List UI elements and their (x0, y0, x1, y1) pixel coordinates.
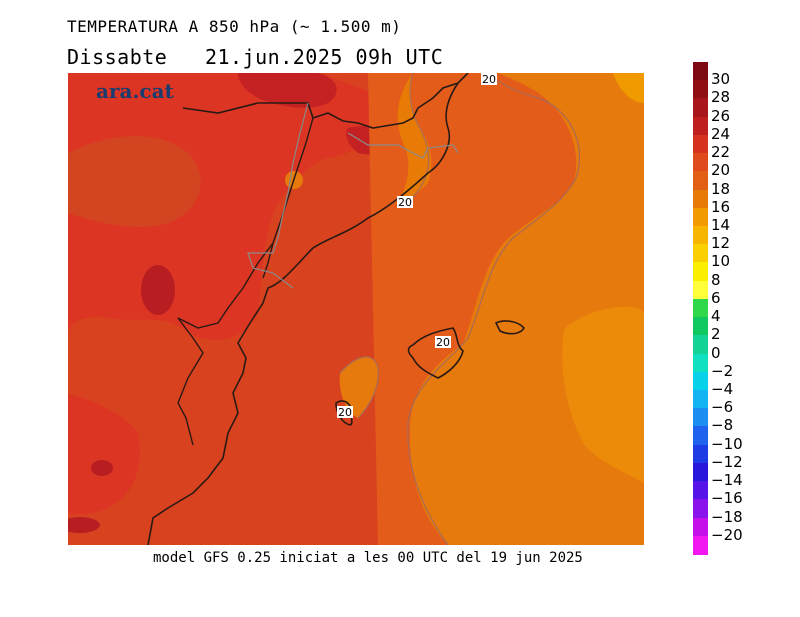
province-borders-north (347, 132, 459, 159)
legend-label: 0 (711, 343, 721, 362)
legend-label: −4 (711, 380, 734, 398)
coastline-east-spain (147, 82, 459, 545)
legend-swatch (693, 280, 708, 300)
legend-swatch (693, 80, 708, 100)
legend-swatch (693, 116, 708, 136)
island-mallorca (407, 327, 464, 379)
legend-label: 14 (711, 216, 731, 234)
legend-label: 24 (711, 124, 731, 143)
contour-label-3: 20 (435, 336, 451, 349)
legend-swatch (693, 207, 708, 227)
legend-label: 16 (711, 197, 731, 216)
temperature-spot-24-26-corner (68, 517, 100, 533)
legend-label: 2 (711, 325, 721, 344)
color-scale-bar (693, 62, 708, 555)
legend-label: 26 (711, 106, 731, 125)
svg-text:20: 20 (398, 196, 412, 209)
legend-label: 28 (711, 88, 731, 107)
legend-label: 12 (711, 234, 731, 253)
legend-label: 22 (711, 143, 731, 162)
legend-swatch (693, 499, 708, 519)
legend-label: 20 (711, 161, 731, 180)
contour-label-4: 20 (337, 406, 353, 419)
temperature-map: 20 20 20 20 ara.cat (68, 73, 644, 545)
temperature-zone-14-16-corner (613, 73, 644, 103)
legend-swatch (693, 481, 708, 501)
legend-label: −12 (711, 452, 743, 471)
legend-label: −2 (711, 361, 734, 380)
legend-label: −16 (711, 489, 743, 508)
svg-text:20: 20 (436, 336, 450, 349)
temperature-zone-24-26-north (238, 73, 337, 108)
legend-label: −14 (711, 471, 743, 490)
legend-swatch (693, 134, 708, 154)
legend-swatch (693, 535, 708, 555)
legend-swatch (693, 462, 708, 482)
legend-label: 10 (711, 252, 731, 271)
legend-swatch (693, 189, 708, 209)
legend-label: 8 (711, 270, 721, 289)
border-france-spain (182, 73, 469, 129)
contour-label-2: 20 (397, 196, 413, 209)
legend-swatch (693, 171, 708, 191)
legend-label: −18 (711, 507, 743, 526)
legend-label: −8 (711, 416, 734, 435)
temperature-map-canvas: 20 20 20 20 ara.cat (68, 73, 644, 545)
legend-label: 30 (711, 70, 731, 89)
legend-swatch (693, 262, 708, 282)
isotherm-20-line (407, 73, 581, 545)
ara-cat-logo: ara.cat (96, 79, 175, 103)
legend-label: −6 (711, 398, 734, 417)
legend-swatch (693, 298, 708, 318)
model-run-info: model GFS 0.25 iniciat a les 00 UTC del … (153, 550, 583, 566)
legend-swatch (693, 426, 708, 446)
legend-swatch (693, 244, 708, 264)
legend-swatch (693, 335, 708, 355)
temperature-zone-18-20-coast (368, 73, 577, 545)
temperature-spot-24-26 (141, 265, 175, 315)
legend-label: 4 (711, 307, 721, 326)
island-menorca (494, 320, 525, 335)
isotherm-20-island-line (339, 356, 379, 419)
legend-swatch (693, 226, 708, 245)
legend-swatch (693, 317, 708, 337)
legend-swatch (693, 444, 708, 464)
province-borders (247, 102, 309, 289)
map-title: TEMPERATURA A 850 hPa (~ 1.500 m) (67, 17, 402, 36)
color-scale-legend: 30 28 26 24 22 20 18 16 14 12 10 8 6 4 2 0 −2 −4 −6 −8 −10 −1… (693, 62, 793, 557)
temperature-zone-16-18-gulf (397, 73, 432, 205)
border-aragon-valencia (177, 242, 274, 446)
legend-swatch (693, 98, 708, 118)
legend-swatch (693, 153, 708, 173)
legend-swatch (693, 371, 708, 391)
legend-swatch (693, 408, 708, 428)
legend-label: 18 (711, 179, 731, 198)
temperature-zone-20-22-inner (68, 136, 201, 228)
legend-label: −20 (711, 525, 743, 544)
legend-label: 6 (711, 288, 721, 307)
temperature-zone-16-18-island (339, 356, 379, 418)
svg-text:20: 20 (482, 73, 496, 86)
temperature-spot-24-26-south (91, 460, 113, 476)
legend-swatch (693, 62, 708, 81)
legend-label: −10 (711, 434, 743, 453)
svg-text:20: 20 (338, 406, 352, 419)
contour-label-1: 20 (481, 73, 497, 86)
temperature-zone-22-24-west (68, 393, 140, 515)
legend-swatch (693, 353, 708, 373)
temperature-zone-14-16-east (562, 306, 644, 483)
forecast-datetime: Dissabte 21.jun.2025 09h UTC (67, 45, 444, 69)
legend-swatch (693, 517, 708, 537)
legend-swatch (693, 390, 708, 409)
